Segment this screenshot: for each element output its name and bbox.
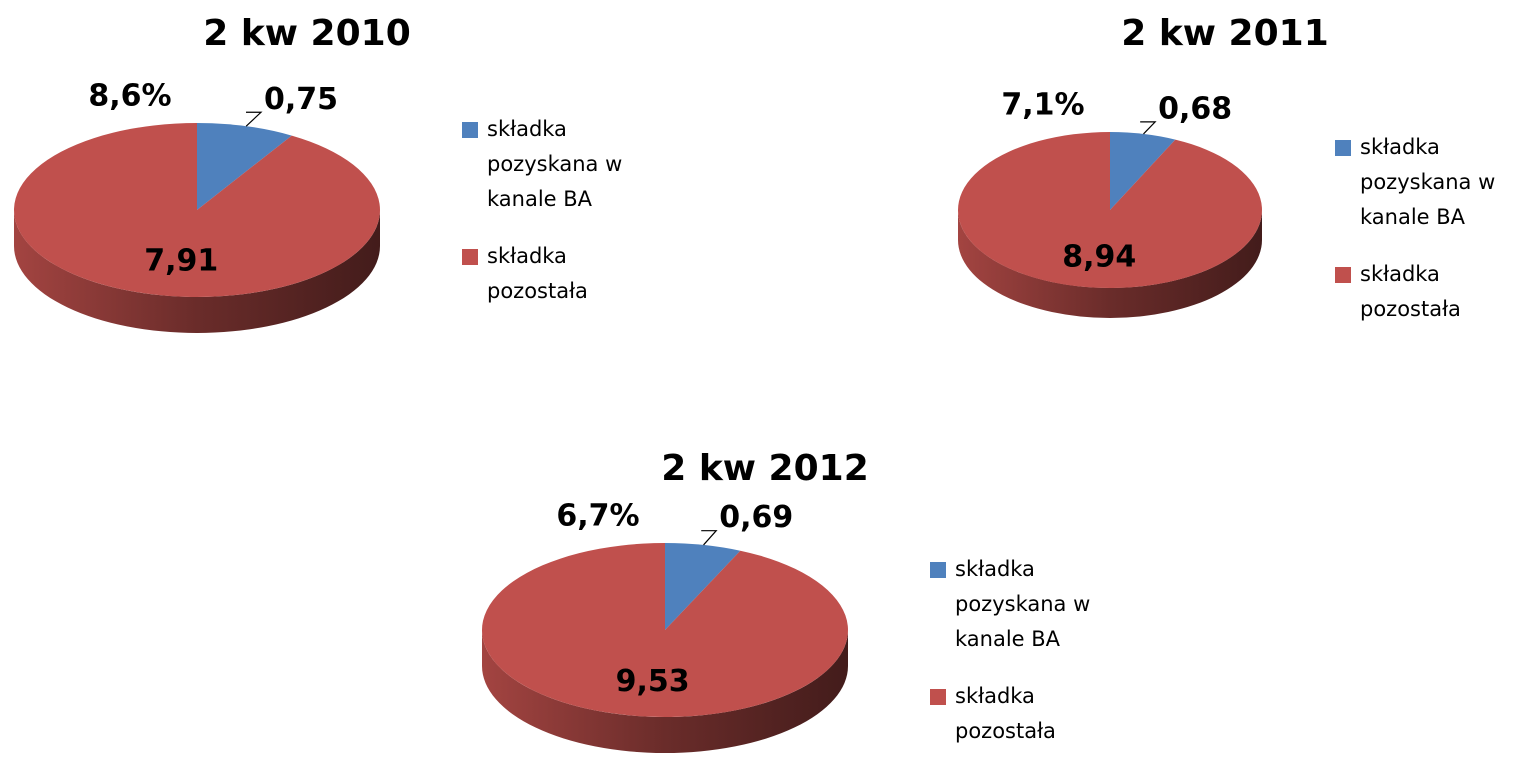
chart-title: 2 kw 2011 [1121, 13, 1329, 54]
value-label: 0,68 [1158, 91, 1232, 126]
legend-swatch [930, 689, 946, 705]
value-label: 8,94 [1062, 240, 1136, 275]
annotation: 6,7% [556, 499, 639, 534]
value-label: 7,91 [144, 243, 218, 278]
slice [957, 132, 1262, 288]
legend-label: składka pozyskana w kanale BA [955, 557, 1090, 651]
annotation: 7,1% [1001, 88, 1084, 123]
legend-label: składka pozostała [1360, 262, 1461, 321]
leader-line [701, 530, 718, 546]
slice-side [958, 210, 1262, 318]
legend-label: składka pozostała [955, 684, 1056, 743]
slice [1110, 132, 1176, 210]
chart-title: 2 kw 2010 [203, 13, 411, 54]
value-label: 9,53 [616, 664, 690, 699]
value-label: 0,75 [264, 82, 338, 117]
legend-swatch [930, 562, 946, 578]
slice [197, 123, 292, 210]
legend-swatch [1335, 267, 1351, 283]
slice [14, 123, 381, 297]
slice [665, 543, 741, 630]
legend-label: składka pozyskana w kanale BA [1360, 135, 1495, 229]
value-label: 0,69 [719, 500, 793, 535]
slice-side [14, 210, 380, 333]
legend-swatch [1335, 140, 1351, 156]
slice-side [482, 630, 848, 753]
slice [481, 543, 848, 717]
leader-line [245, 111, 263, 127]
leader-line [1140, 121, 1157, 135]
legend-label: składka pozostała [487, 244, 588, 303]
legend-swatch [462, 122, 478, 138]
legend-label: składka pozyskana w kanale BA [487, 117, 622, 211]
legend-swatch [462, 249, 478, 265]
annotation: 8,6% [88, 79, 171, 114]
chart-title: 2 kw 2012 [661, 448, 869, 489]
